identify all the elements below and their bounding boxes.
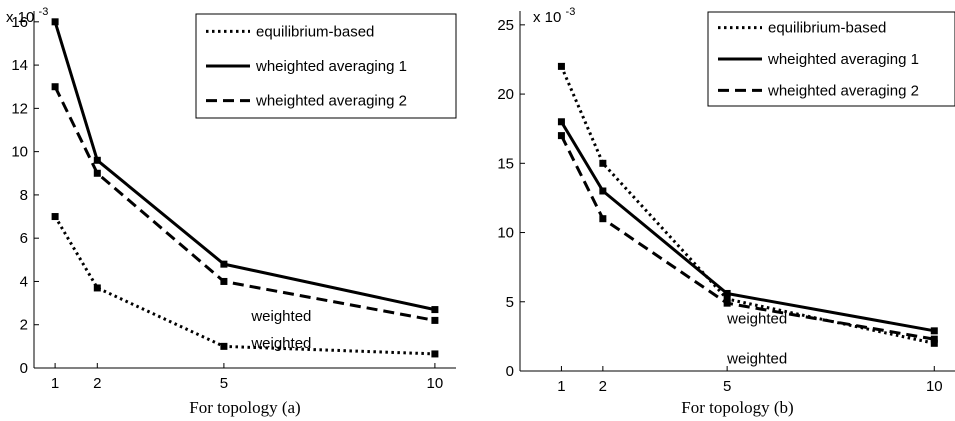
y-tick-label: 10 <box>11 144 28 161</box>
series-line-3 <box>53 86 436 322</box>
x-tick-label: 2 <box>599 378 607 395</box>
data-point <box>51 213 59 221</box>
legend-entry-label: equilibrium-based <box>768 20 886 37</box>
data-point <box>220 342 228 350</box>
legend: equilibrium-based wheighted averaging 1 wh… <box>707 11 955 107</box>
data-point <box>723 289 731 297</box>
y-tick-label: 15 <box>497 155 514 172</box>
x-tick-label: 5 <box>220 375 228 392</box>
x-tick-label: 10 <box>427 375 444 392</box>
legend-entry-label: equilibrium-based <box>256 23 374 40</box>
legend-entry-label: wheighted averaging 1 <box>767 51 919 68</box>
data-point <box>431 350 439 358</box>
data-point <box>723 299 731 307</box>
legend-entry-label: wheighted averaging 2 <box>767 82 919 99</box>
data-point <box>220 277 228 285</box>
y-tick-label: 5 <box>506 294 514 311</box>
annotation-label: weighted <box>726 351 787 368</box>
y-tick-label: 6 <box>20 230 28 247</box>
y-exponent-label: x 10 -3 <box>533 6 575 26</box>
y-tick-label: 10 <box>497 225 514 242</box>
x-tick-label: 1 <box>51 375 59 392</box>
data-point <box>930 335 938 343</box>
series-line-2 <box>560 121 935 333</box>
data-point <box>51 18 59 26</box>
data-point <box>599 215 607 223</box>
data-point <box>557 62 565 70</box>
y-tick-label: 0 <box>506 363 514 380</box>
annotation-label: weighted <box>250 308 311 325</box>
data-point <box>930 339 938 347</box>
x-tick-label: 5 <box>723 378 731 395</box>
x-tick-label: 2 <box>93 375 101 392</box>
y-tick-label: 16 <box>11 14 28 31</box>
y-tick-label: 25 <box>497 17 514 34</box>
x-axis-label: For topology (b) <box>681 398 793 417</box>
x-tick-label: 10 <box>926 378 943 395</box>
data-point <box>723 295 731 303</box>
legend-entry-label: wheighted averaging 2 <box>255 93 407 110</box>
data-point <box>220 260 228 268</box>
annotation-label: weighted <box>250 335 311 352</box>
data-point <box>93 169 101 177</box>
data-point <box>93 156 101 164</box>
y-tick-label: 0 <box>20 360 28 377</box>
series-line-1 <box>53 215 435 356</box>
x-axis-label: For topology (a) <box>189 398 300 417</box>
y-tick-label: 8 <box>20 187 28 204</box>
y-tick-label: 20 <box>497 86 514 103</box>
data-point <box>557 118 565 126</box>
y-tick-label: 2 <box>20 317 28 334</box>
data-point <box>93 284 101 292</box>
data-point <box>599 159 607 167</box>
series-line-3 <box>560 134 935 341</box>
annotation-label: weighted <box>726 310 787 327</box>
legend-entry-label: wheighted averaging 1 <box>255 58 407 75</box>
data-point <box>930 327 938 335</box>
data-point <box>431 306 439 314</box>
data-point <box>51 83 59 91</box>
series-line-2 <box>53 21 436 312</box>
y-tick-label: 12 <box>11 100 28 117</box>
y-exponent-label: x 10 -3 <box>6 6 48 26</box>
data-point <box>557 132 565 140</box>
data-point <box>431 316 439 324</box>
legend: equilibrium-based wheighted averaging 1 wh… <box>195 13 457 119</box>
x-tick-label: 1 <box>557 378 565 395</box>
y-tick-label: 14 <box>11 57 28 74</box>
data-point <box>599 187 607 195</box>
y-tick-label: 4 <box>20 273 28 290</box>
